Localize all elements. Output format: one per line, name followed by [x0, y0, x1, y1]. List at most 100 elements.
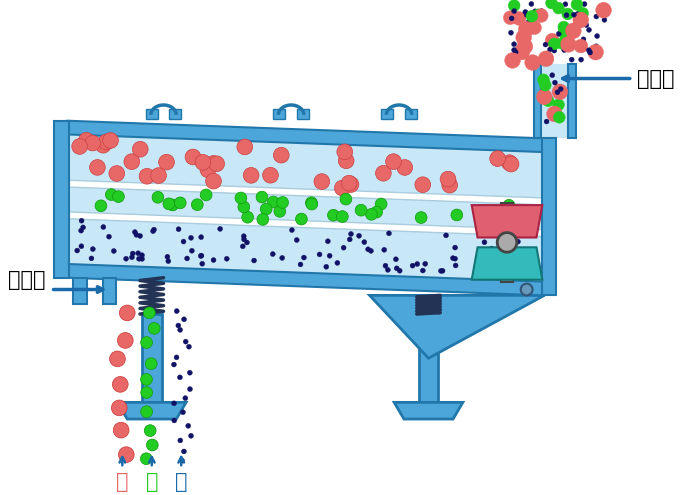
Circle shape [80, 225, 85, 230]
Circle shape [118, 447, 134, 462]
Bar [405, 109, 416, 119]
Circle shape [235, 192, 247, 204]
Text: 细: 细 [175, 472, 188, 492]
Circle shape [134, 232, 139, 237]
Circle shape [101, 225, 106, 230]
Circle shape [552, 48, 556, 53]
Circle shape [490, 151, 505, 166]
Circle shape [244, 240, 249, 245]
Circle shape [152, 192, 164, 203]
Circle shape [562, 48, 567, 52]
Polygon shape [370, 296, 545, 358]
Circle shape [442, 177, 458, 193]
Circle shape [136, 256, 141, 261]
Circle shape [150, 168, 167, 184]
Circle shape [199, 261, 204, 266]
Circle shape [198, 253, 203, 258]
Bar [501, 203, 513, 282]
Circle shape [538, 74, 550, 86]
Circle shape [545, 33, 559, 47]
Circle shape [386, 231, 391, 236]
Circle shape [382, 248, 386, 252]
Circle shape [563, 2, 568, 6]
Circle shape [559, 87, 564, 92]
Circle shape [503, 11, 517, 25]
Circle shape [512, 42, 517, 47]
Circle shape [552, 99, 564, 111]
Circle shape [521, 284, 533, 296]
Circle shape [200, 189, 212, 201]
Circle shape [508, 268, 512, 273]
Circle shape [508, 0, 520, 11]
Circle shape [327, 253, 332, 258]
Circle shape [512, 48, 517, 52]
Text: 进料口: 进料口 [636, 68, 674, 89]
Circle shape [180, 458, 185, 463]
Circle shape [241, 237, 246, 242]
Circle shape [552, 2, 564, 14]
Circle shape [569, 57, 574, 62]
Circle shape [181, 239, 186, 244]
Circle shape [574, 39, 588, 53]
Circle shape [514, 2, 519, 7]
Circle shape [415, 261, 420, 266]
Circle shape [206, 173, 221, 189]
Circle shape [206, 155, 221, 171]
Circle shape [185, 149, 201, 165]
Circle shape [571, 12, 576, 17]
Circle shape [524, 12, 529, 17]
Circle shape [188, 387, 193, 392]
Circle shape [75, 248, 80, 253]
Circle shape [577, 7, 589, 19]
Circle shape [566, 23, 581, 39]
Circle shape [484, 250, 489, 255]
Circle shape [324, 264, 329, 269]
Circle shape [118, 333, 133, 348]
Circle shape [546, 93, 551, 98]
Circle shape [508, 30, 513, 35]
Circle shape [178, 438, 183, 443]
Circle shape [451, 255, 456, 260]
Bar [297, 109, 309, 119]
Circle shape [489, 246, 494, 251]
Circle shape [519, 21, 534, 37]
Circle shape [256, 191, 268, 203]
Circle shape [337, 211, 349, 222]
Circle shape [555, 90, 560, 95]
Circle shape [584, 23, 589, 28]
Circle shape [267, 196, 279, 208]
Circle shape [251, 258, 256, 263]
Bar [74, 278, 87, 304]
Polygon shape [67, 135, 545, 282]
Circle shape [132, 142, 148, 157]
Circle shape [453, 245, 458, 250]
Circle shape [113, 191, 125, 202]
Circle shape [103, 133, 118, 148]
Circle shape [554, 114, 559, 119]
Circle shape [371, 206, 382, 218]
Circle shape [326, 239, 330, 244]
Circle shape [509, 16, 514, 21]
Circle shape [539, 8, 544, 13]
Circle shape [526, 20, 531, 25]
Circle shape [257, 213, 269, 225]
Circle shape [79, 218, 84, 223]
Circle shape [524, 46, 529, 50]
Circle shape [262, 167, 279, 183]
Circle shape [532, 9, 544, 21]
Circle shape [523, 9, 528, 14]
Circle shape [144, 307, 155, 319]
Circle shape [183, 339, 188, 344]
Circle shape [159, 154, 174, 170]
Circle shape [587, 27, 592, 32]
Circle shape [191, 199, 203, 210]
Polygon shape [118, 402, 186, 419]
Circle shape [500, 265, 505, 270]
Circle shape [111, 400, 127, 416]
Circle shape [534, 8, 548, 22]
Circle shape [274, 148, 289, 163]
Circle shape [99, 134, 114, 150]
Circle shape [365, 247, 370, 252]
Circle shape [186, 423, 190, 428]
Circle shape [542, 95, 554, 106]
